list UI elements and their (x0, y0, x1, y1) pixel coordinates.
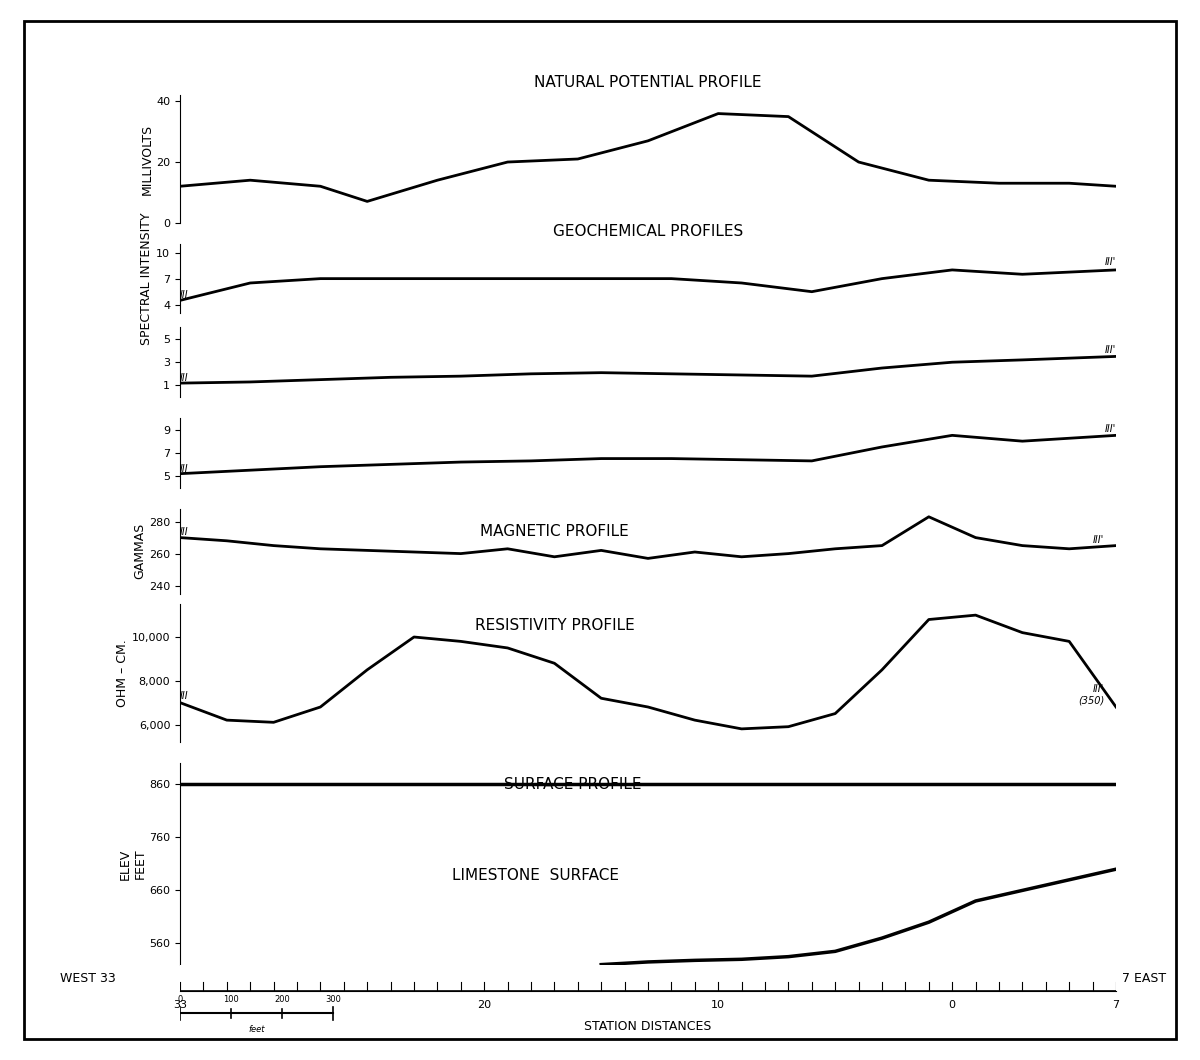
Text: III': III' (1105, 424, 1116, 435)
Text: GEOCHEMICAL PROFILES: GEOCHEMICAL PROFILES (553, 224, 743, 238)
Text: RESISTIVITY PROFILE: RESISTIVITY PROFILE (474, 618, 635, 633)
Text: SURFACE PROFILE: SURFACE PROFILE (504, 777, 642, 792)
Text: 7 EAST: 7 EAST (1122, 972, 1166, 985)
Text: III: III (180, 290, 188, 300)
Text: 0: 0 (178, 995, 182, 1004)
Text: 20: 20 (478, 1001, 491, 1010)
Text: III: III (180, 373, 188, 383)
Text: WEST 33: WEST 33 (60, 972, 115, 985)
Text: 0: 0 (949, 1001, 955, 1010)
Y-axis label: SPECTRAL INTENSITY: SPECTRAL INTENSITY (140, 212, 154, 344)
Y-axis label: ELEV
FEET: ELEV FEET (119, 848, 146, 880)
Text: 300: 300 (325, 995, 341, 1004)
Text: III': III' (1093, 535, 1104, 545)
Text: LIMESTONE  SURFACE: LIMESTONE SURFACE (452, 868, 619, 883)
Text: MAGNETIC PROFILE: MAGNETIC PROFILE (480, 524, 629, 540)
Title: NATURAL POTENTIAL PROFILE: NATURAL POTENTIAL PROFILE (534, 75, 762, 90)
Text: III': III' (1105, 258, 1116, 267)
Y-axis label: MILLIVOLTS: MILLIVOLTS (140, 123, 154, 195)
Text: MANGANESE  2801.08: MANGANESE 2801.08 (424, 526, 547, 536)
Text: feet: feet (248, 1025, 265, 1034)
Text: COBALT  3453.51: COBALT 3453.51 (424, 436, 520, 445)
Text: MANGANESE  4034.45: MANGANESE 4034.45 (424, 344, 547, 355)
Text: III'
(350): III' (350) (1078, 684, 1104, 706)
Text: 7: 7 (1112, 1001, 1120, 1010)
Text: STATION DISTANCES: STATION DISTANCES (584, 1020, 712, 1034)
Text: III: III (180, 463, 188, 474)
Y-axis label: GAMMAS: GAMMAS (133, 523, 146, 580)
Text: 100: 100 (223, 995, 239, 1004)
Text: III: III (180, 691, 188, 702)
Text: 200: 200 (274, 995, 290, 1004)
Y-axis label: OHM – CM.: OHM – CM. (116, 639, 130, 707)
Text: 33: 33 (173, 1001, 187, 1010)
Text: III': III' (1105, 346, 1116, 355)
Text: III: III (180, 527, 188, 536)
Text: 10: 10 (712, 1001, 725, 1010)
